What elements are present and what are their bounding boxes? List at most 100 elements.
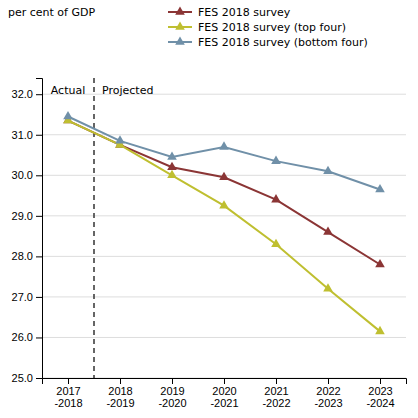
plot-area: 25.026.027.028.029.030.031.032.02017-201… (12, 78, 407, 409)
x-tick-label-line: -2024 (366, 397, 394, 409)
y-tick-mark (36, 175, 42, 176)
series-marker (115, 135, 125, 143)
x-tick: 2023-2024 (366, 378, 394, 409)
x-tick-label-line: 2023 (368, 385, 392, 397)
y-tick: 29.0 (12, 210, 42, 222)
y-tick-mark (36, 297, 42, 298)
series (63, 111, 385, 192)
series-marker (167, 170, 177, 178)
legend: FES 2018 survey FES 2018 survey (top four… (168, 6, 368, 49)
series-marker (375, 326, 385, 334)
series-marker (271, 239, 281, 247)
series-marker (167, 162, 177, 170)
series-marker (323, 166, 333, 174)
legend-swatch-marker (175, 21, 185, 29)
chart-svg: 25.026.027.028.029.030.031.032.02017-201… (0, 0, 418, 418)
grid-line (42, 94, 406, 95)
x-tick-mark (68, 378, 69, 384)
legend-swatch-marker (175, 36, 185, 44)
x-tick-label-line: 2019 (160, 385, 184, 397)
legend-entry: FES 2018 survey (bottom four) (168, 36, 368, 49)
grid-line (42, 215, 406, 216)
actual-projected-divider (93, 78, 95, 378)
x-tick-mark (120, 378, 121, 384)
series-marker (271, 194, 281, 202)
y-tick-mark (36, 378, 42, 379)
grid-line (42, 256, 406, 257)
x-tick-label-line: -2022 (262, 397, 290, 409)
grid-line (42, 337, 406, 338)
legend-label: FES 2018 survey (198, 6, 291, 19)
x-tick-label-line: -2019 (106, 397, 134, 409)
x-tick-mark (224, 378, 225, 384)
series-marker (219, 200, 229, 208)
annotation: Projected (102, 84, 153, 97)
y-tick-mark (36, 216, 42, 217)
x-tick-label: 2022-2023 (314, 385, 342, 410)
x-tick-label-line: 2021 (264, 385, 288, 397)
annotation: Actual (51, 84, 85, 97)
x-tick: 2022-2023 (314, 378, 342, 409)
x-tick-label-line: 2022 (316, 385, 340, 397)
x-tick-label: 2021-2022 (262, 385, 290, 410)
y-tick-mark (36, 256, 42, 257)
series-marker (63, 111, 73, 119)
x-tick-mark (380, 378, 381, 384)
grid-line (42, 296, 406, 297)
marks (63, 111, 385, 334)
x-tick: 2018-2019 (106, 378, 134, 409)
x-tick: 2019-2020 (158, 378, 186, 409)
legend-swatch-marker (175, 6, 185, 14)
y-tick-label: 29.0 (12, 210, 33, 222)
series-marker (375, 259, 385, 267)
x-tick-label-line: -2021 (210, 397, 238, 409)
y-tick-mark (36, 337, 42, 338)
x-tick-label: 2018-2019 (106, 385, 134, 410)
y-tick: 30.0 (12, 169, 42, 181)
x-tick-mark (328, 378, 329, 384)
x-tick-mark (276, 378, 277, 384)
y-axis-line (36, 79, 43, 379)
x-tick: 2020-2021 (210, 378, 238, 409)
series (63, 115, 385, 267)
y-tick-label: 32.0 (12, 88, 33, 100)
x-tick-label-line: -2018 (54, 397, 82, 409)
series-marker (271, 156, 281, 164)
x-tick-label: 2017-2018 (54, 385, 82, 410)
x-axis: 2017-2018 2018-2019 2019-2020 2020-2021 2021… (43, 378, 407, 409)
x-tick-label: 2020-2021 (210, 385, 238, 410)
legend-entry: FES 2018 survey (168, 6, 291, 19)
series-marker (323, 227, 333, 235)
series (63, 115, 385, 334)
y-tick-mark (36, 94, 42, 95)
series-marker (219, 141, 229, 149)
y-tick-label: 26.0 (12, 331, 33, 343)
grid (42, 94, 406, 378)
y-tick-label: 31.0 (12, 129, 33, 141)
x-tick-label: 2019-2020 (158, 385, 186, 410)
x-tick: 2021-2022 (262, 378, 290, 409)
y-tick-label: 30.0 (12, 169, 33, 181)
series-marker (323, 283, 333, 291)
y-tick-label: 25.0 (12, 372, 33, 384)
x-tick: 2017-2018 (54, 378, 82, 409)
x-tick-mark (172, 378, 173, 384)
y-tick: 27.0 (12, 291, 42, 303)
chart-container: 25.026.027.028.029.030.031.032.02017-201… (0, 0, 418, 418)
x-tick-label-line: -2020 (158, 397, 186, 409)
legend-entry: FES 2018 survey (top four) (168, 21, 346, 34)
y-tick: 28.0 (12, 250, 42, 262)
series-marker (167, 152, 177, 160)
y-axis: 25.0 26.0 27.0 28.0 29.0 30.0 31.0 32.0 (12, 79, 43, 385)
legend-label: FES 2018 survey (top four) (198, 21, 346, 34)
series-line (68, 121, 380, 332)
x-axis-line (43, 379, 407, 385)
x-tick-label-line: 2018 (108, 385, 132, 397)
x-tick-label-line: -2023 (314, 397, 342, 409)
series-line (68, 117, 380, 190)
y-tick-label: 27.0 (12, 291, 33, 303)
series-marker (375, 184, 385, 192)
x-tick-label-line: 2020 (212, 385, 236, 397)
x-tick-label-line: 2017 (56, 385, 80, 397)
legend-label: FES 2018 survey (bottom four) (198, 36, 368, 49)
